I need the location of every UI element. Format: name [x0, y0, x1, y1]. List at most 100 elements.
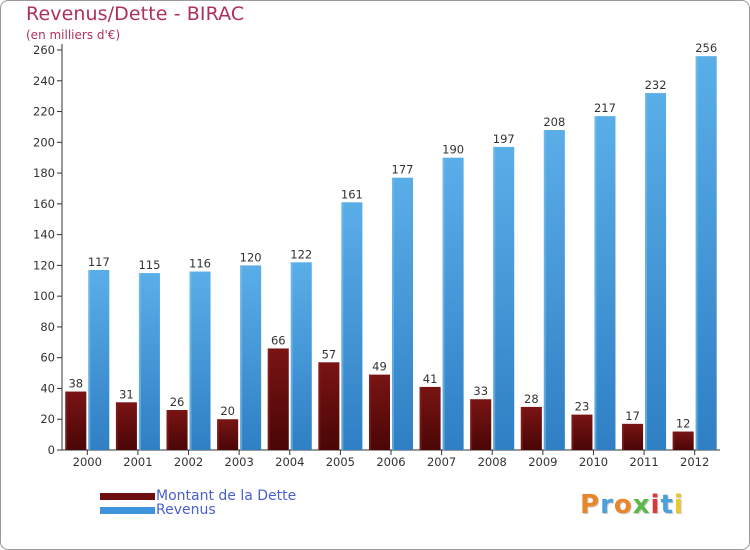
x-tick-label: 2008	[478, 455, 507, 469]
data-label-dette: 41	[423, 372, 438, 386]
y-tick-label: 40	[40, 381, 55, 395]
bar-revenus-highlight	[594, 116, 597, 451]
x-tick-label: 2003	[225, 455, 254, 469]
y-tick-label: 180	[33, 166, 55, 180]
legend-item-revenus: Revenus	[100, 502, 216, 518]
legend-swatch-dette	[100, 492, 155, 500]
bar-revenus	[645, 93, 667, 451]
data-label-revenus: 256	[695, 41, 717, 55]
data-label-dette: 20	[220, 404, 235, 418]
bars	[65, 56, 717, 451]
y-tick-label: 220	[33, 105, 55, 119]
data-label-dette: 26	[170, 395, 185, 409]
bar-revenus-highlight	[341, 202, 344, 450]
data-label-revenus: 190	[442, 143, 464, 157]
data-label-revenus: 115	[138, 258, 160, 272]
bar-dette	[166, 410, 188, 450]
bar-revenus-highlight	[645, 93, 648, 451]
legend-item-dette: Montant de la Dette	[100, 488, 296, 504]
data-label-dette: 66	[271, 333, 286, 347]
data-label-dette: 12	[676, 417, 691, 431]
bar-dette-highlight	[470, 399, 473, 450]
bar-dette-highlight	[115, 402, 118, 450]
y-tick-label: 260	[33, 43, 55, 57]
bar-revenus-highlight	[442, 157, 445, 450]
data-label-dette: 31	[119, 387, 134, 401]
bar-revenus	[695, 56, 717, 451]
bar-dette-highlight	[166, 410, 169, 450]
axes: 0204060801001201401601802002202402602000…	[33, 43, 720, 469]
data-label-revenus: 177	[392, 163, 414, 177]
data-label-dette: 17	[625, 409, 640, 423]
bar-revenus-highlight	[240, 265, 243, 450]
bar-dette-highlight	[520, 406, 523, 450]
y-tick-label: 200	[33, 135, 55, 149]
data-label-dette: 38	[68, 377, 83, 391]
bar-revenus-highlight	[88, 270, 91, 450]
y-tick-label: 140	[33, 228, 55, 242]
data-label-revenus: 161	[341, 187, 363, 201]
y-tick-label: 240	[33, 74, 55, 88]
data-label-revenus: 120	[240, 250, 262, 264]
data-label-revenus: 208	[543, 115, 565, 129]
logo-letter: o	[613, 490, 633, 520]
bar-revenus-highlight	[290, 262, 293, 450]
data-label-revenus: 116	[189, 257, 211, 271]
bar-revenus	[138, 273, 160, 450]
bar-dette-highlight	[267, 348, 270, 450]
x-tick-label: 2010	[579, 455, 608, 469]
x-tick-label: 2011	[629, 455, 658, 469]
bar-dette	[419, 386, 441, 450]
data-label-revenus: 122	[290, 247, 312, 261]
logo-letter: i	[673, 490, 684, 520]
y-tick-label: 0	[48, 443, 55, 457]
bar-dette	[369, 374, 390, 450]
y-tick-label: 100	[33, 289, 55, 303]
proxiti-logo: Proxiti	[580, 490, 684, 520]
bar-dette	[217, 419, 239, 450]
legend-swatch-revenus	[100, 506, 155, 514]
chart-subtitle: (en milliers d'€)	[26, 28, 121, 42]
data-label-revenus: 197	[493, 132, 515, 146]
y-tick-label: 120	[33, 258, 55, 272]
bar-revenus	[392, 177, 413, 450]
chart-title: Revenus/Dette - BIRAC	[26, 3, 245, 25]
bar-dette-highlight	[571, 414, 574, 450]
bar-dette	[267, 348, 289, 450]
bar-revenus	[493, 146, 515, 450]
x-tick-label: 2007	[427, 455, 456, 469]
y-tick-label: 160	[33, 197, 55, 211]
bar-dette	[65, 391, 87, 450]
logo-letter: x	[632, 490, 651, 520]
x-tick-label: 2006	[376, 455, 405, 469]
bar-revenus	[341, 202, 363, 450]
bar-revenus-highlight	[392, 177, 394, 450]
x-tick-label: 2005	[326, 455, 355, 469]
bar-dette-highlight	[622, 423, 625, 450]
data-label-dette: 28	[524, 392, 539, 406]
data-label-dette: 23	[575, 400, 590, 414]
legend-label-revenus: Revenus	[156, 502, 216, 518]
logo-letter: i	[650, 490, 661, 520]
data-label-dette: 49	[372, 360, 387, 374]
x-tick-label: 2012	[680, 455, 709, 469]
data-label-revenus: 217	[594, 101, 616, 115]
logo-letter: t	[660, 490, 674, 520]
bar-dette	[672, 431, 694, 450]
y-tick-label: 20	[40, 412, 55, 426]
bar-revenus	[240, 265, 262, 450]
bar-revenus	[442, 157, 464, 450]
y-tick-label: 80	[40, 320, 55, 334]
bar-revenus-highlight	[493, 146, 496, 450]
bar-dette	[318, 362, 340, 450]
bar-dette	[622, 423, 644, 450]
bar-dette-highlight	[318, 362, 321, 450]
bar-dette	[571, 414, 593, 450]
bar-dette	[520, 406, 542, 450]
data-label-revenus: 117	[88, 255, 110, 269]
logo-letter: P	[580, 490, 601, 520]
bar-revenus	[290, 262, 312, 450]
data-labels: 38 117 31 115 26 116 20 120 66 122 57 161 49 177 41 190…	[68, 41, 717, 430]
